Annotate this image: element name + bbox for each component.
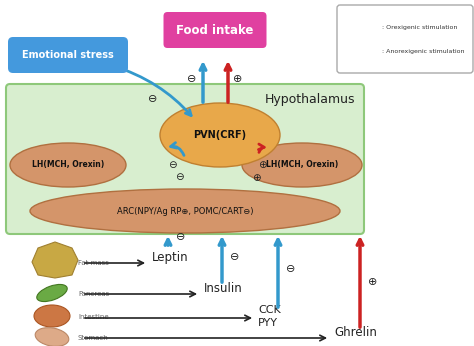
Ellipse shape <box>10 143 126 187</box>
Text: Emotional stress: Emotional stress <box>22 50 114 60</box>
Text: : Orexigenic stimulation: : Orexigenic stimulation <box>382 26 457 30</box>
Text: Food intake: Food intake <box>176 24 254 36</box>
Text: Ghrelin: Ghrelin <box>334 327 377 339</box>
Text: LH(MCH, Orexin): LH(MCH, Orexin) <box>266 161 338 170</box>
Text: Stomach: Stomach <box>78 335 109 341</box>
Text: LH(MCH, Orexin): LH(MCH, Orexin) <box>32 161 104 170</box>
Polygon shape <box>32 242 78 278</box>
Ellipse shape <box>34 305 70 327</box>
Text: ⊖: ⊖ <box>168 160 177 170</box>
Text: CCK: CCK <box>258 305 281 315</box>
Text: ⊕: ⊕ <box>252 173 261 183</box>
Text: ⊖: ⊖ <box>187 74 197 84</box>
Ellipse shape <box>242 143 362 187</box>
Text: Leptin: Leptin <box>152 251 189 264</box>
Text: Fat mass: Fat mass <box>78 260 109 266</box>
Text: Hypothalamus: Hypothalamus <box>265 93 355 107</box>
Text: Insulin: Insulin <box>204 282 243 295</box>
Text: ⊖: ⊖ <box>176 232 185 242</box>
Text: ⊕: ⊕ <box>368 277 377 287</box>
Text: ⊖: ⊖ <box>286 264 295 274</box>
Text: ⊕: ⊕ <box>258 160 267 170</box>
Text: ⊕: ⊕ <box>233 74 243 84</box>
Text: ⊖: ⊖ <box>148 94 157 104</box>
Ellipse shape <box>30 189 340 233</box>
FancyBboxPatch shape <box>164 12 266 48</box>
Ellipse shape <box>37 284 67 302</box>
FancyBboxPatch shape <box>8 37 128 73</box>
Text: ⊖: ⊖ <box>230 252 239 262</box>
Text: Intestine: Intestine <box>78 314 109 320</box>
Ellipse shape <box>35 328 69 346</box>
Text: : Anorexigenic stimulation: : Anorexigenic stimulation <box>382 49 465 55</box>
Text: ⊖: ⊖ <box>175 172 184 182</box>
Text: ARC(NPY/Ag RP⊕, POMC/CART⊖): ARC(NPY/Ag RP⊕, POMC/CART⊖) <box>117 207 253 216</box>
Text: PYY: PYY <box>258 318 278 328</box>
FancyBboxPatch shape <box>6 84 364 234</box>
FancyBboxPatch shape <box>337 5 473 73</box>
Ellipse shape <box>160 103 280 167</box>
Text: Pancreas: Pancreas <box>78 291 109 297</box>
Text: PVN(CRF): PVN(CRF) <box>193 130 246 140</box>
